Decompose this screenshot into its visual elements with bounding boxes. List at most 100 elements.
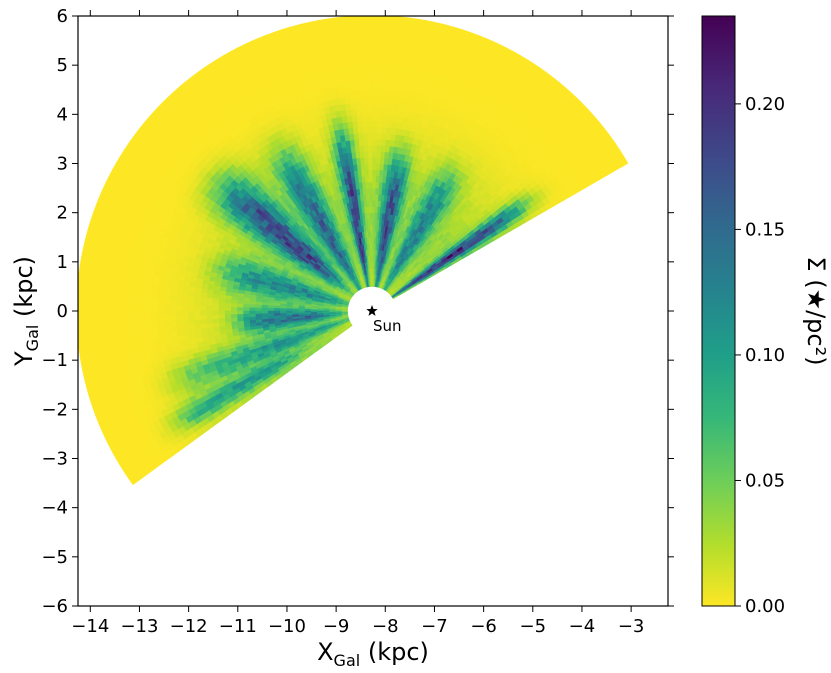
heatmap-cell: [199, 301, 207, 307]
heatmap-cell: [211, 302, 219, 308]
heatmap-cell: [254, 304, 262, 309]
heatmap-cell: [365, 58, 373, 66]
heatmap-cell: [371, 76, 379, 84]
heatmap-cell: [199, 315, 207, 321]
heatmap-cell: [211, 298, 220, 304]
heatmap-cell: [199, 306, 207, 312]
heatmap-cell: [131, 298, 140, 306]
heatmap-cell: [371, 45, 380, 54]
heatmap-cell: [376, 119, 383, 128]
heatmap-cell: [371, 224, 375, 232]
heatmap-cell: [378, 46, 387, 54]
heatmap-cell: [365, 70, 373, 78]
heatmap-cell: [375, 175, 380, 183]
heatmap-cell: [371, 181, 376, 189]
heatmap-cell: [180, 310, 189, 317]
heatmap-cell: [378, 58, 386, 66]
heatmap-cell: [106, 303, 115, 312]
heatmap-cell: [376, 138, 382, 146]
heatmap-cell: [186, 301, 195, 307]
heatmap-cell: [272, 308, 281, 312]
heatmap-cell: [162, 310, 170, 317]
heatmap-cell: [143, 298, 152, 306]
heatmap-cell: [377, 70, 385, 79]
heatmap-cell: [186, 315, 195, 321]
heatmap-cell: [357, 39, 366, 48]
heatmap-cell: [162, 316, 170, 323]
heatmap-cell: [137, 316, 146, 324]
heatmap-cell: [365, 88, 373, 97]
heatmap-cell: [168, 315, 176, 322]
heatmap-cell: [359, 70, 367, 79]
heatmap-cell: [375, 150, 381, 158]
heatmap-cell: [379, 150, 385, 159]
heatmap-cell: [380, 144, 386, 153]
heatmap-cell: [379, 162, 384, 171]
heatmap-cell: [375, 144, 382, 152]
heatmap-cell: [371, 52, 380, 60]
heatmap-cell: [377, 89, 384, 97]
heatmap-cell: [366, 107, 373, 115]
heatmap-cell: [365, 76, 373, 84]
heatmap-cell: [113, 310, 121, 319]
heatmap-cell: [367, 150, 373, 158]
heatmap-cell: [367, 156, 373, 164]
heatmap-cell: [371, 193, 376, 201]
heatmap-cell: [168, 300, 176, 307]
heatmap-cell: [131, 310, 139, 318]
heatmap-cell: [229, 306, 238, 312]
heatmap-cell: [260, 307, 268, 312]
heatmap-cell: [367, 131, 373, 140]
heatmap-cell: [365, 82, 373, 91]
heatmap-cell: [242, 307, 250, 312]
heatmap-cell: [248, 310, 256, 315]
heatmap-cell: [107, 296, 115, 305]
heatmap-cell: [357, 46, 366, 54]
heatmap-cell: [113, 297, 121, 305]
heatmap-cell: [366, 101, 373, 109]
heatmap-cell: [236, 303, 244, 308]
heatmap-cell: [180, 305, 189, 312]
heatmap-cell: [375, 156, 381, 165]
heatmap-cell: [360, 101, 368, 109]
heatmap-cell: [186, 310, 195, 317]
heatmap-cell: [217, 314, 226, 320]
heatmap-cell: [205, 301, 213, 308]
heatmap-cell: [229, 310, 238, 316]
heatmap-cell: [378, 52, 386, 60]
heatmap-cell: [125, 310, 133, 318]
heatmap-cell: [371, 82, 379, 91]
heatmap-cell: [376, 113, 383, 122]
heatmap-cell: [368, 193, 373, 201]
heatmap-cell: [119, 297, 127, 305]
heatmap-cell: [137, 310, 146, 318]
heatmap-cell: [375, 162, 381, 171]
heatmap-cell: [279, 308, 287, 312]
heatmap-cell: [371, 174, 376, 183]
heatmap-cell: [371, 64, 379, 72]
heatmap-cell: [137, 298, 146, 306]
heatmap-cell: [119, 317, 127, 325]
heatmap-cell: [168, 310, 176, 317]
heatmap-cell: [361, 119, 368, 128]
heatmap-cell: [368, 187, 373, 195]
heatmap-cell: [143, 310, 152, 318]
heatmap-cell: [374, 181, 380, 189]
heatmap-cell: [366, 125, 373, 134]
heatmap-cell: [362, 132, 368, 140]
heatmap-cell: [248, 304, 256, 309]
heatmap-cell: [291, 308, 299, 312]
heatmap-cell: [371, 39, 380, 48]
heatmap-cell: [371, 138, 377, 146]
heatmap-cell: [362, 144, 369, 152]
heatmap-cell: [371, 113, 378, 121]
heatmap-cell: [100, 296, 109, 305]
heatmap-cell: [174, 305, 182, 312]
heatmap-cell: [192, 306, 201, 312]
heatmap-cell: [360, 89, 367, 97]
heatmap-cell: [113, 317, 121, 325]
heatmap-cell: [106, 310, 115, 319]
heatmap-cell: [285, 308, 293, 312]
heatmap-cell: [377, 64, 386, 72]
heatmap-cell: [223, 299, 232, 304]
